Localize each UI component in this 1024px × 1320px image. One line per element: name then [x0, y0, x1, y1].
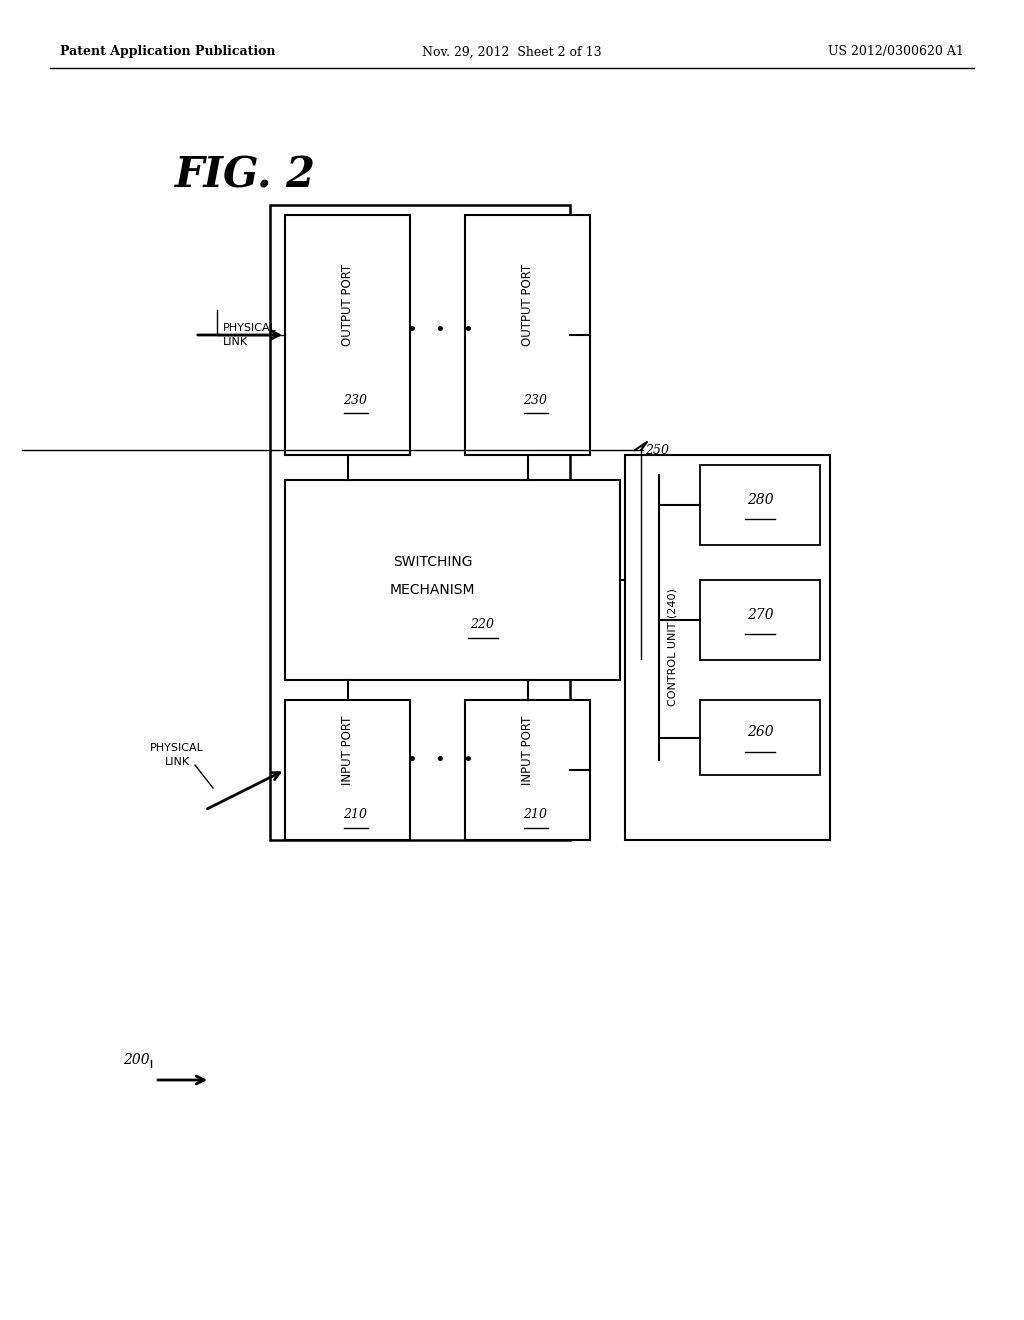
Text: 250: 250: [645, 444, 669, 457]
Text: SWITCHING: SWITCHING: [393, 554, 472, 569]
Text: FIG. 2: FIG. 2: [175, 154, 316, 195]
Bar: [700, 465, 820, 545]
Text: Patent Application Publication: Patent Application Publication: [60, 45, 275, 58]
Text: •   •   •: • • •: [407, 751, 473, 770]
Bar: [700, 700, 820, 775]
Text: MECHANISM: MECHANISM: [390, 583, 475, 597]
Bar: [625, 455, 830, 840]
Text: •   •   •: • • •: [407, 321, 473, 339]
Bar: [285, 215, 410, 455]
Bar: [465, 215, 590, 455]
Bar: [700, 579, 820, 660]
Text: 230: 230: [523, 393, 548, 407]
Text: CONTROL UNIT (240): CONTROL UNIT (240): [668, 589, 678, 706]
Text: 210: 210: [343, 808, 368, 821]
Text: PHYSICAL
LINK: PHYSICAL LINK: [223, 323, 276, 347]
Text: 220: 220: [470, 619, 495, 631]
Text: 210: 210: [523, 808, 548, 821]
Bar: [285, 480, 620, 680]
Text: INPUT PORT: INPUT PORT: [521, 715, 534, 784]
Bar: [465, 700, 590, 840]
Text: 230: 230: [343, 393, 368, 407]
Text: OUTPUT PORT: OUTPUT PORT: [341, 264, 354, 346]
Text: 200: 200: [123, 1053, 150, 1067]
Text: 280: 280: [746, 492, 773, 507]
Text: 270: 270: [746, 609, 773, 622]
Text: INPUT PORT: INPUT PORT: [341, 715, 354, 784]
Text: 260: 260: [746, 726, 773, 739]
Bar: [270, 205, 570, 840]
Bar: [285, 700, 410, 840]
Text: Nov. 29, 2012  Sheet 2 of 13: Nov. 29, 2012 Sheet 2 of 13: [422, 45, 602, 58]
Text: OUTPUT PORT: OUTPUT PORT: [521, 264, 534, 346]
Text: US 2012/0300620 A1: US 2012/0300620 A1: [828, 45, 964, 58]
Text: PHYSICAL
LINK: PHYSICAL LINK: [151, 743, 204, 767]
